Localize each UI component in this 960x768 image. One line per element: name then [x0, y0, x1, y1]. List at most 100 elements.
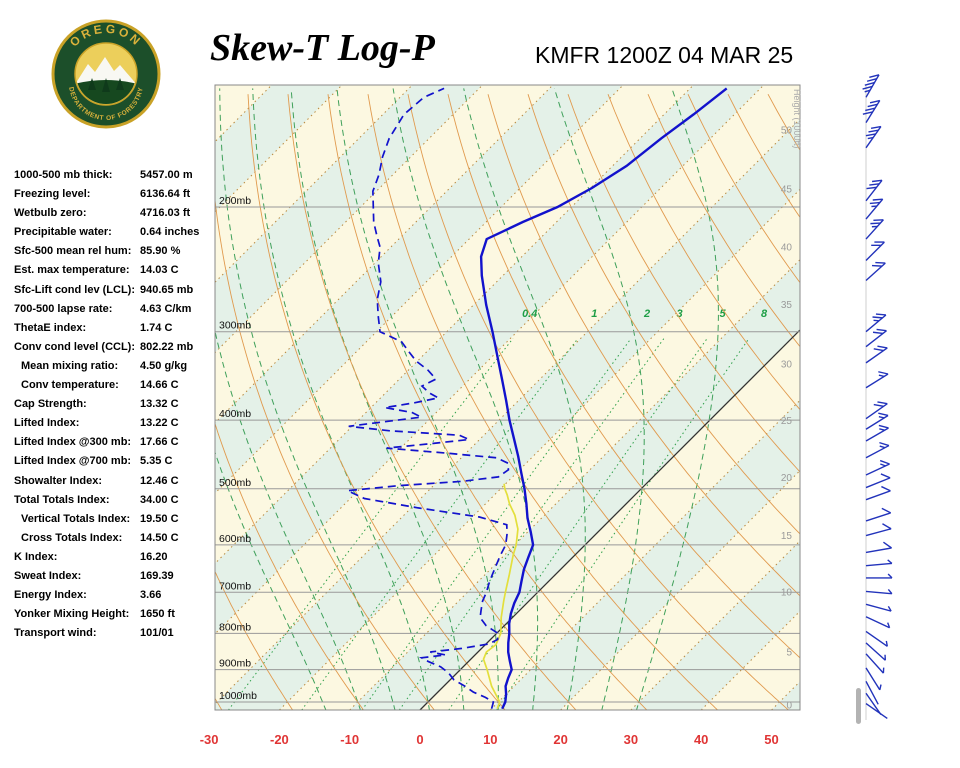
wind-barb: [865, 642, 887, 661]
temp-axis-labels: -30 -20 -10 0 10 20 30 40 50: [200, 732, 779, 747]
pressure-label: 500mb: [219, 477, 251, 489]
svg-text:10: 10: [483, 732, 497, 747]
index-row: Wetbulb zero: 4716.03 ft: [14, 204, 219, 223]
pressure-label: 200mb: [219, 195, 251, 207]
index-row: 700-500 lapse rate: 4.63 C/km: [14, 300, 219, 319]
svg-text:30: 30: [624, 732, 638, 747]
index-label: Conv cond level (CCL):: [14, 340, 136, 353]
index-label: Freezing level:: [14, 188, 91, 201]
index-label: Mean mixing ratio:: [21, 359, 119, 372]
height-tick-label: 0: [786, 701, 792, 712]
index-row: Lifted Index @700 mb: 5.35 C: [14, 452, 219, 471]
index-value: 4.50 g/kg: [140, 359, 188, 372]
index-row: K Index: 16.20: [14, 548, 219, 567]
tree-icon: [102, 78, 110, 92]
svg-text:40: 40: [694, 732, 708, 747]
index-value: 1650 ft: [140, 608, 175, 621]
svg-text:-20: -20: [270, 732, 289, 747]
index-label: Est. max temperature:: [14, 264, 130, 277]
scrollbar-thumb[interactable]: [856, 688, 861, 724]
height-tick-label: 40: [781, 242, 793, 253]
pressure-lines: 200mb 300mb 400mb 500mb 600mb 700mb 800mb 900mb…: [215, 195, 800, 703]
svg-text:-10: -10: [340, 732, 359, 747]
index-label: Total Totals Index:: [14, 493, 110, 506]
index-value: 3.66: [140, 589, 162, 602]
index-row: Conv cond level (CCL): 802.22 mb: [14, 338, 219, 357]
tree-icon: [88, 78, 96, 90]
mountains-icon: [76, 57, 136, 86]
index-label: Lifted Index:: [14, 417, 80, 430]
index-label: 1000-500 mb thick:: [14, 169, 113, 181]
wind-barb: [865, 653, 885, 674]
index-value: 5.35 C: [140, 455, 173, 468]
height-tick-label: 5: [786, 647, 792, 658]
wind-barb: [865, 179, 883, 202]
index-value: 4716.03 ft: [140, 207, 191, 220]
index-row: Total Totals Index: 34.00 C: [14, 491, 219, 510]
index-label: Energy Index:: [14, 589, 87, 602]
index-row: Showalter Index: 12.46 C: [14, 472, 219, 491]
index-label: Conv temperature:: [21, 379, 119, 392]
isotherm-band: [215, 85, 800, 705]
index-label: Yonker Mixing Height:: [14, 608, 130, 621]
wind-barb: [865, 345, 888, 364]
index-label: 700-500 lapse rate:: [14, 302, 113, 315]
wind-barb: [865, 667, 882, 691]
index-label: ThetaE index:: [14, 321, 87, 334]
wind-barb: [865, 473, 891, 489]
index-label: Cross Totals Index:: [21, 531, 123, 544]
wind-barb: [865, 328, 887, 348]
height-axis-label: Height (1000ft): [792, 89, 802, 149]
index-value: 940.65 mb: [140, 283, 194, 296]
index-row: Sweat Index: 169.39: [14, 567, 219, 586]
wind-barb: [865, 198, 884, 220]
index-value: 169.39: [140, 569, 174, 582]
index-label: Showalter Index:: [14, 474, 103, 487]
wind-barb: [862, 99, 881, 123]
index-row: Conv temperature: 14.66 C: [14, 376, 219, 395]
wind-barb: [865, 692, 882, 715]
svg-text:-30: -30: [200, 732, 219, 747]
isotherm-band: [560, 470, 800, 710]
index-value: 17.66 C: [140, 436, 179, 449]
index-row: Sfc-Lift cond lev (LCL): 940.65 mb: [14, 281, 219, 300]
pressure-label: 600mb: [219, 533, 251, 545]
svg-text:50: 50: [764, 732, 778, 747]
mixing-ratio-label: 8: [761, 308, 768, 320]
index-row: Freezing level: 6136.64 ft: [14, 185, 219, 204]
index-row: Yonker Mixing Height: 1650 ft: [14, 605, 219, 624]
wind-barb: [865, 371, 889, 389]
index-value: 6136.64 ft: [140, 188, 191, 201]
wind-barb: [865, 507, 892, 522]
temperature-trace: [479, 87, 728, 710]
pressure-label: 300mb: [219, 320, 251, 332]
index-row: ThetaE index: 1.74 C: [14, 319, 219, 338]
mixing-ratio-label: 3: [677, 308, 683, 320]
isotherm-band: [842, 85, 960, 710]
index-label: K Index:: [14, 550, 58, 563]
height-tick-label: 30: [781, 360, 793, 371]
pressure-label: 800mb: [219, 621, 251, 633]
wetbulb-trace: [482, 483, 519, 709]
index-row: Precipitable water: 0.64 inches: [14, 223, 219, 242]
index-value: 14.66 C: [140, 379, 179, 392]
index-value: 802.22 mb: [140, 340, 194, 353]
index-value: 13.22 C: [140, 417, 179, 430]
index-label: Lifted Index @300 mb:: [14, 436, 132, 449]
wind-barb: [865, 313, 887, 333]
mixing-ratio-label: 5: [719, 308, 726, 320]
wind-barb: [865, 702, 888, 720]
isotherm-band: [349, 259, 800, 710]
index-row: Lifted Index @300 mb: 17.66 C: [14, 433, 219, 452]
index-value: 4.63 C/km: [140, 302, 192, 315]
chart-border: [214, 84, 801, 711]
index-label: Sweat Index:: [14, 569, 82, 582]
wind-barb: [865, 630, 888, 647]
height-tick-label: 50: [781, 126, 793, 137]
dewpoint-trace: [344, 87, 510, 709]
index-value: 5457.00 m: [140, 169, 193, 181]
index-label: Precipitable water:: [14, 226, 112, 239]
index-value: 1.74 C: [140, 321, 173, 334]
index-value: 14.03 C: [140, 264, 179, 277]
